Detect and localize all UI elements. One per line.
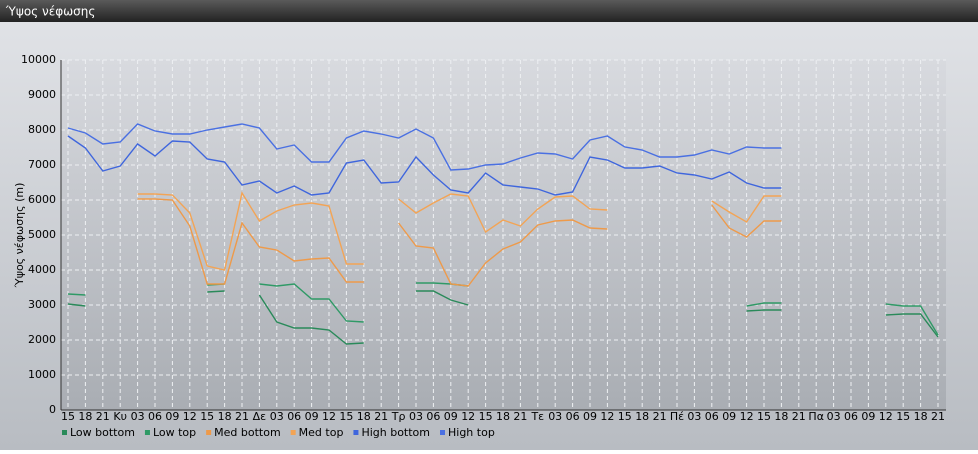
- x-tick-label: 21: [374, 410, 388, 423]
- x-tick-label: 15: [200, 410, 214, 423]
- x-tick-label: 03: [687, 410, 701, 423]
- x-tick-label: 06: [287, 410, 301, 423]
- x-tick-label: 21: [96, 410, 110, 423]
- x-tick-label: 12: [183, 410, 197, 423]
- x-tick-label: 21: [931, 410, 945, 423]
- series-line: [67, 123, 782, 171]
- y-tick-label: 8000: [28, 123, 56, 136]
- x-tick-label: Τρ: [391, 410, 406, 423]
- x-tick-label: Πέ: [670, 410, 684, 423]
- x-tick-label: 15: [339, 410, 353, 423]
- legend-label: High bottom: [361, 426, 430, 439]
- x-tick-label: 15: [896, 410, 910, 423]
- legend-swatch: [144, 430, 150, 435]
- y-tick-label: 0: [49, 403, 56, 416]
- x-tick-label: 03: [409, 410, 423, 423]
- x-tick-label: 06: [148, 410, 162, 423]
- x-tick-label: 03: [131, 410, 145, 423]
- x-tick-label: 18: [914, 410, 928, 423]
- x-tick-label: Πα: [808, 410, 824, 423]
- title-bar: [0, 0, 978, 22]
- legend-label: Low bottom: [70, 426, 135, 439]
- series-line: [137, 191, 782, 271]
- series-line: [67, 135, 782, 196]
- x-tick-label: 21: [513, 410, 527, 423]
- x-tick-label: 12: [322, 410, 336, 423]
- x-tick-label: 18: [78, 410, 92, 423]
- x-tick-label: 21: [792, 410, 806, 423]
- x-tick-label: 03: [548, 410, 562, 423]
- y-tick-label: 4000: [28, 263, 56, 276]
- x-tick-label: 15: [618, 410, 632, 423]
- x-tick-label: 12: [461, 410, 475, 423]
- legend-label: Med bottom: [214, 426, 281, 439]
- legend-swatch: [206, 430, 212, 435]
- y-tick-label: 7000: [28, 158, 56, 171]
- x-tick-label: Δε: [253, 410, 267, 423]
- x-tick-label: 09: [722, 410, 736, 423]
- y-tick-label: 1000: [28, 368, 56, 381]
- y-tick-label: 9000: [28, 88, 56, 101]
- x-tick-label: 18: [774, 410, 788, 423]
- x-tick-label: 21: [653, 410, 667, 423]
- x-tick-label: Κυ: [113, 410, 127, 423]
- x-tick-label: 09: [861, 410, 875, 423]
- x-tick-label: 15: [61, 410, 75, 423]
- x-tick-label: 09: [444, 410, 458, 423]
- x-tick-label: 06: [844, 410, 858, 423]
- x-tick-label: 06: [426, 410, 440, 423]
- x-tick-label: 12: [740, 410, 754, 423]
- x-tick-label: 18: [357, 410, 371, 423]
- x-tick-label: 12: [879, 410, 893, 423]
- x-tick-label: 18: [496, 410, 510, 423]
- x-tick-label: 15: [479, 410, 493, 423]
- y-tick-label: 10000: [21, 53, 56, 66]
- legend-label: Low top: [153, 426, 196, 439]
- x-tick-label: 03: [270, 410, 284, 423]
- x-tick-label: 18: [635, 410, 649, 423]
- y-axis-label: Ύψος νέφωσης (m): [13, 183, 26, 289]
- x-tick-label: 21: [235, 410, 249, 423]
- series-line: [67, 290, 939, 345]
- legend-swatch: [62, 430, 67, 435]
- legend-swatch: [290, 430, 296, 435]
- x-tick-label: 12: [600, 410, 614, 423]
- legend-swatch: [353, 430, 359, 435]
- legend-label: Med top: [299, 426, 344, 439]
- y-tick-label: 6000: [28, 193, 56, 206]
- y-tick-label: 2000: [28, 333, 56, 346]
- y-tick-label: 5000: [28, 228, 56, 241]
- legend-swatch: [440, 430, 445, 435]
- x-tick-label: 18: [218, 410, 232, 423]
- x-tick-label: 09: [583, 410, 597, 423]
- chart-title: Ύψος νέφωσης: [5, 5, 95, 19]
- legend-label: High top: [448, 426, 495, 439]
- x-tick-label: Τε: [530, 410, 544, 423]
- y-tick-label: 3000: [28, 298, 56, 311]
- x-tick-label: 15: [757, 410, 771, 423]
- x-tick-label: 03: [827, 410, 841, 423]
- x-tick-label: 06: [566, 410, 580, 423]
- series-line: [137, 198, 782, 287]
- x-tick-label: 09: [165, 410, 179, 423]
- x-tick-label: 09: [305, 410, 319, 423]
- x-tick-label: 06: [705, 410, 719, 423]
